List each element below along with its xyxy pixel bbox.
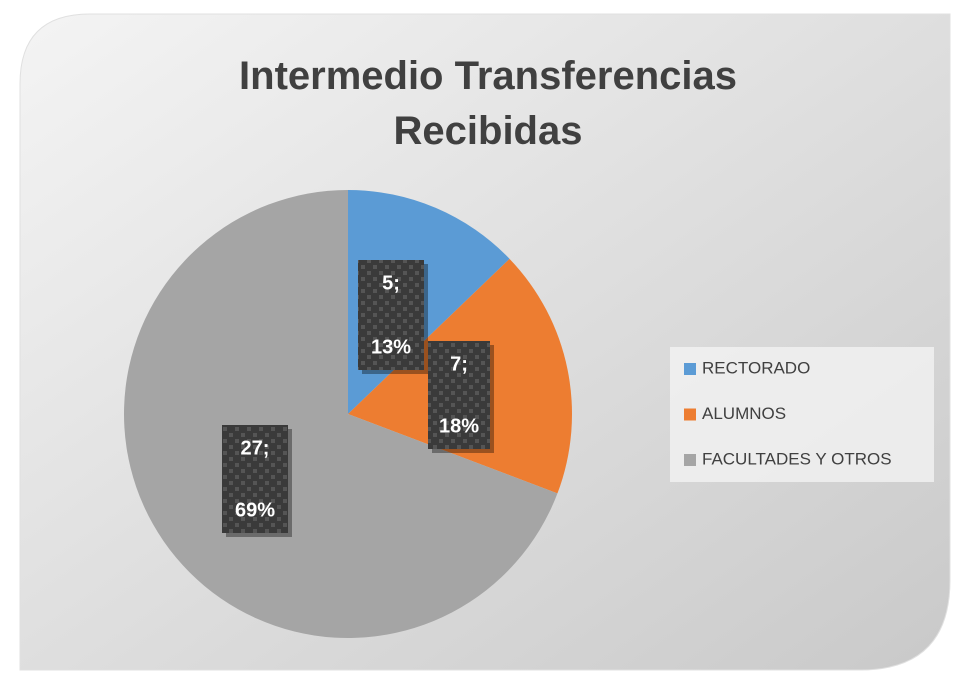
legend-label: RECTORADO <box>702 358 810 377</box>
chart-title: Intermedio Transferencias Recibidas <box>239 54 737 153</box>
data-label-box <box>222 425 288 533</box>
data-label: 27; <box>241 437 270 459</box>
legend-swatch <box>684 454 696 466</box>
data-label: 69% <box>235 499 275 521</box>
legend-box <box>670 347 934 482</box>
data-label: 18% <box>439 415 479 437</box>
legend-label: ALUMNOS <box>702 404 786 423</box>
legend-swatch <box>684 408 696 421</box>
legend-label: FACULTADES Y OTROS <box>702 449 892 468</box>
legend-swatch <box>684 363 696 375</box>
data-label-box <box>358 260 424 370</box>
data-label-box <box>428 341 490 449</box>
data-label: 5; <box>382 272 400 294</box>
data-label: 7; <box>450 353 468 375</box>
data-label: 13% <box>371 336 411 358</box>
